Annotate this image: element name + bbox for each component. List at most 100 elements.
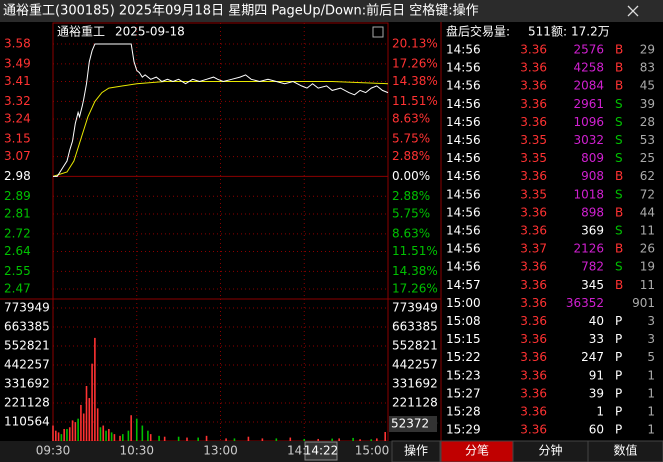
- pct-tick-label: 17.26%: [392, 282, 438, 296]
- tick-side: B: [615, 278, 623, 292]
- pct-tick-label: 2.88%: [392, 189, 430, 203]
- tick-time: 15:29: [446, 423, 481, 437]
- tick-price: 3.36: [520, 405, 547, 419]
- tick-price: 3.36: [520, 386, 547, 400]
- tick-count: 45: [640, 79, 655, 93]
- x-tick-label: 15:00: [355, 444, 390, 458]
- tick-count: 1: [647, 423, 655, 437]
- pct-tick-label: 11.51%: [392, 94, 438, 108]
- pct-tick-label: 8.63%: [392, 226, 430, 240]
- tick-volume: 4258: [573, 61, 604, 75]
- close-button[interactable]: [627, 5, 639, 17]
- y-tick-label: 3.07: [4, 149, 31, 163]
- volume-tick-label: 442257: [392, 357, 438, 371]
- tick-time: 14:56: [446, 187, 481, 201]
- tick-volume: 60: [589, 423, 604, 437]
- tick-time: 14:56: [446, 151, 481, 165]
- tick-count: 11: [640, 278, 655, 292]
- tick-time: 15:22: [446, 350, 481, 364]
- cursor-box: [389, 416, 437, 432]
- tick-side: B: [615, 242, 623, 256]
- tick-count: 19: [640, 260, 655, 274]
- pct-tick-label: 2.88%: [392, 149, 430, 163]
- tick-side: P: [615, 368, 622, 382]
- tick-time: 14:56: [446, 169, 481, 183]
- chart-date: 2025-09-18: [115, 25, 185, 39]
- tab[interactable]: [391, 440, 441, 462]
- tick-time: 15:15: [446, 332, 481, 346]
- tick-count: 83: [640, 61, 655, 75]
- tick-volume: 247: [581, 350, 604, 364]
- tick-time: 15:08: [446, 314, 481, 328]
- pct-tick-label: 5.75%: [392, 206, 430, 220]
- tick-time: 14:56: [446, 205, 481, 219]
- tick-price: 3.36: [520, 278, 547, 292]
- pct-tick-label: 8.63%: [392, 112, 430, 126]
- stock-name: 通裕重工: [57, 24, 105, 39]
- tick-price: 3.36: [520, 115, 547, 129]
- tick-count: 901: [632, 296, 655, 310]
- tick-price: 3.37: [520, 242, 547, 256]
- volume-tick-label: 663385: [4, 319, 50, 333]
- y-tick-label: 3.41: [4, 74, 31, 88]
- tick-count: 39: [640, 97, 655, 111]
- tick-volume: 39: [589, 386, 604, 400]
- tab-label: 分笔: [465, 443, 489, 458]
- tick-price: 3.36: [520, 423, 547, 437]
- pct-tick-label: 17.26%: [392, 56, 438, 70]
- tick-side: B: [615, 43, 623, 57]
- tab[interactable]: [587, 440, 663, 462]
- tick-volume: 33: [589, 332, 604, 346]
- x-tick-label: 10:30: [119, 444, 154, 458]
- tick-count: 1: [647, 368, 655, 382]
- tick-side: S: [615, 133, 623, 147]
- tick-volume: 91: [589, 368, 604, 382]
- volume-tick-label: 663385: [392, 319, 438, 333]
- tick-count: 5: [647, 350, 655, 364]
- tick-side: P: [615, 386, 622, 400]
- toggle-icon[interactable]: [372, 26, 384, 38]
- summary-label: 盘后交易量:: [446, 24, 510, 39]
- tick-price: 3.36: [520, 205, 547, 219]
- y-tick-label: 3.15: [4, 131, 31, 145]
- tick-price: 3.36: [520, 314, 547, 328]
- tick-side: P: [615, 314, 622, 328]
- tick-price: 3.36: [520, 350, 547, 364]
- tab-label: 操作: [404, 443, 428, 458]
- tick-volume: 2576: [573, 43, 604, 57]
- pct-tick-label: 11.51%: [392, 244, 438, 258]
- tick-volume: 898: [581, 205, 604, 219]
- tick-side: S: [615, 97, 623, 111]
- tick-volume: 782: [581, 260, 604, 274]
- tick-time: 14:56: [446, 242, 481, 256]
- volume-tick-label: 221128: [392, 396, 438, 410]
- tick-price: 3.36: [520, 368, 547, 382]
- tick-count: 1: [647, 405, 655, 419]
- tick-side: B: [615, 205, 623, 219]
- tick-time: 15:00: [446, 296, 481, 310]
- tick-time: 14:56: [446, 79, 481, 93]
- tick-count: 72: [640, 187, 655, 201]
- tick-count: 29: [640, 43, 655, 57]
- tick-volume: 2084: [573, 79, 604, 93]
- tick-side: B: [615, 169, 623, 183]
- tick-price: 3.35: [520, 151, 547, 165]
- tick-price: 3.36: [520, 332, 547, 346]
- amount: 17.2万: [571, 25, 610, 39]
- title-bar: [0, 0, 663, 22]
- tick-time: 14:56: [446, 43, 481, 57]
- price-line: [53, 43, 389, 177]
- tick-side: S: [615, 224, 623, 238]
- volume-tick-label: 221128: [4, 396, 50, 410]
- volume-tick-label: 331692: [392, 377, 438, 391]
- window-title: 通裕重工(300185) 2025年09月18日 星期四 PageUp/Down…: [3, 3, 479, 19]
- tick-time: 15:28: [446, 405, 481, 419]
- volume-tick-label: 110564: [4, 415, 50, 429]
- tick-volume: 1: [596, 405, 604, 419]
- tick-volume: 2961: [573, 97, 604, 111]
- tick-time: 14:56: [446, 133, 481, 147]
- tick-count: 11: [640, 224, 655, 238]
- y-tick-label: 2.55: [4, 264, 31, 278]
- pct-tick-label: 14.38%: [392, 74, 438, 88]
